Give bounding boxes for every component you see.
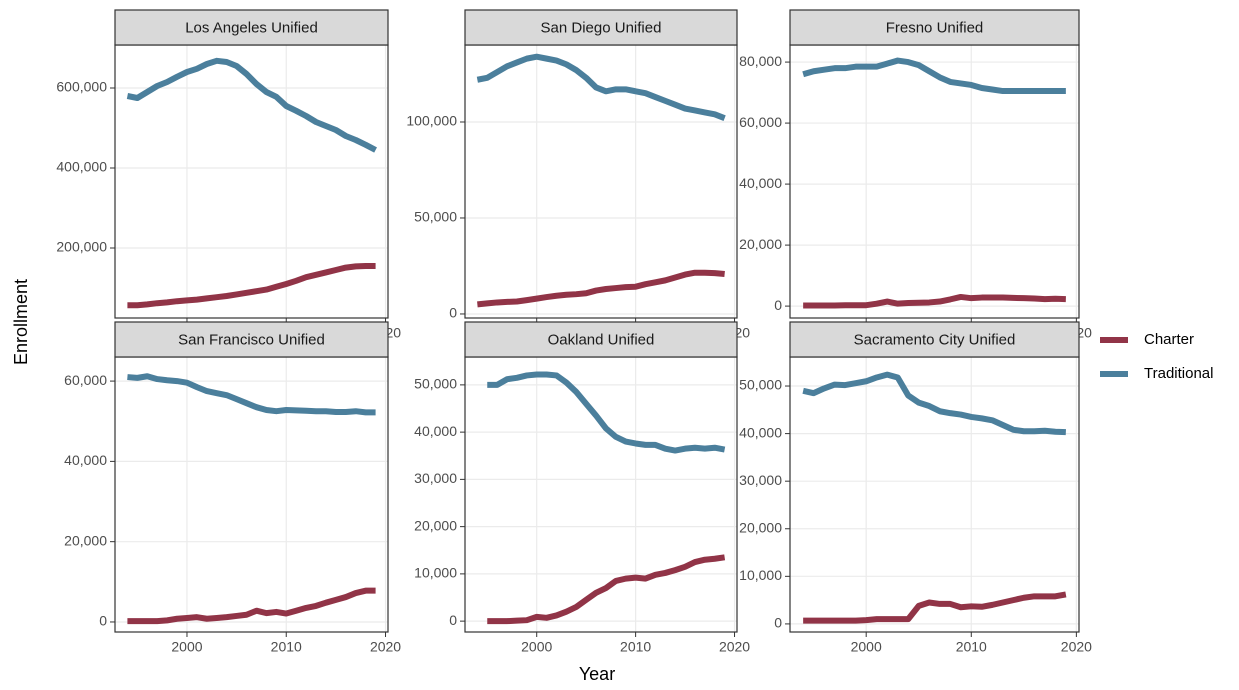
y-tick-label: 40,000 [64,452,107,468]
y-tick-label: 20,000 [414,517,457,533]
facet-strip [114,321,389,358]
y-tick-label: 60,000 [739,114,782,130]
series-line [476,53,726,121]
facet-title: Fresno Unified [886,19,984,36]
facet-strip [464,321,738,358]
y-tick-label: 80,000 [739,53,782,69]
x-tick-label: 2020 [370,639,401,655]
panel-background [465,357,737,632]
x-tick-label: 2000 [171,639,202,655]
legend-label: Traditional [1144,365,1213,382]
panel-background [465,45,737,318]
y-tick-label: 40,000 [739,175,782,191]
facet-title: Sacramento City Unified [854,331,1016,348]
x-tick-label: 2010 [271,639,302,655]
series-line [487,371,726,454]
y-tick-label: 30,000 [414,470,457,486]
panel-background [790,357,1079,632]
facet-title: San Diego Unified [541,19,662,36]
y-tick-label: 20,000 [739,236,782,252]
facet-strip [464,9,738,46]
y-tick-label: 10,000 [739,567,782,583]
x-tick-label: 2010 [956,639,987,655]
y-tick-label: 40,000 [739,424,782,440]
series-line [127,587,376,625]
y-tick-label: 50,000 [414,209,457,225]
series-line [802,57,1066,95]
facet-strip [114,9,389,46]
x-axis-title: Year [579,664,615,684]
y-tick-label: 50,000 [414,376,457,392]
x-tick-label: 2020 [1061,639,1092,655]
facet-strip [789,321,1080,358]
y-tick-label: 40,000 [414,423,457,439]
panel-background [790,45,1079,318]
y-tick-label: 0 [774,297,782,313]
panel-background [115,45,388,318]
x-tick-label: 2020 [719,639,750,655]
y-tick-label: 0 [449,305,457,321]
y-tick-label: 0 [774,615,782,631]
y-tick-label: 0 [99,613,107,629]
y-tick-label: 100,000 [406,113,457,129]
y-tick-label: 60,000 [64,372,107,388]
facet-title: San Francisco Unified [178,331,325,348]
facet-strip [789,9,1080,46]
y-axis-title: Enrollment [11,279,31,365]
y-tick-label: 600,000 [56,79,107,95]
series-line [126,57,377,153]
y-tick-label: 0 [449,612,457,628]
x-tick-label: 2000 [521,639,552,655]
series-line [487,554,726,625]
series-line [803,591,1067,624]
y-tick-label: 30,000 [739,472,782,488]
legend-label: Charter [1144,331,1194,348]
series-line [802,371,1066,436]
facet-title: Oakland Unified [548,331,655,348]
x-tick-label: 2000 [851,639,882,655]
panel-background [115,357,388,632]
series-line [127,263,376,309]
y-tick-label: 10,000 [414,565,457,581]
x-tick-label: 2010 [620,639,651,655]
y-tick-label: 50,000 [739,377,782,393]
y-tick-label: 400,000 [56,159,107,175]
series-line [803,293,1066,309]
series-line [127,373,376,416]
series-line [477,269,725,308]
y-tick-label: 200,000 [56,239,107,255]
y-tick-label: 20,000 [739,519,782,535]
facet-title: Los Angeles Unified [185,19,318,36]
y-tick-label: 20,000 [64,532,107,548]
